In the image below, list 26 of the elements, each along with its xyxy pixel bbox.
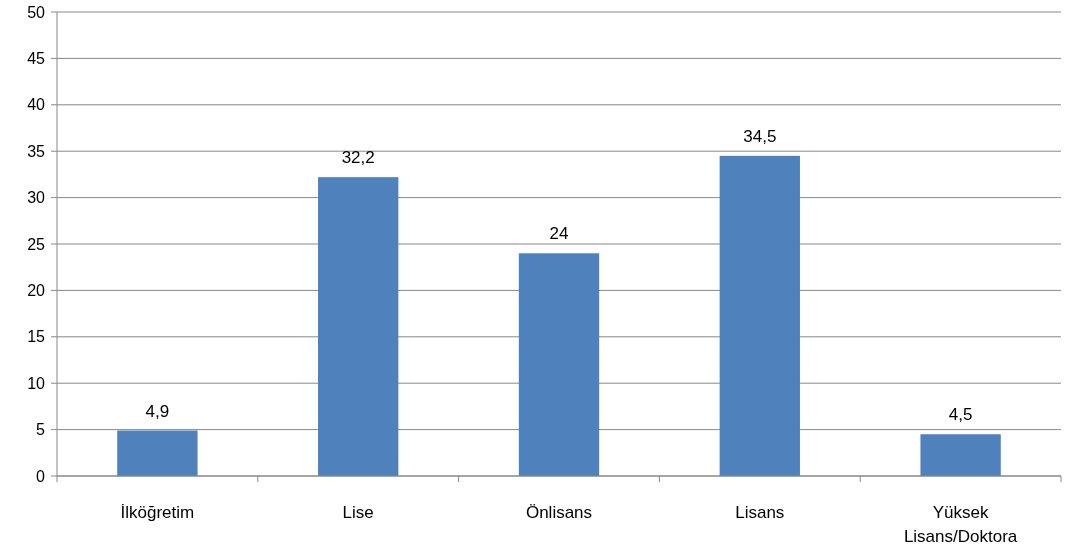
y-tick-label: 15 bbox=[27, 328, 46, 346]
y-tick-label: 40 bbox=[27, 96, 46, 114]
y-tick-label: 5 bbox=[36, 421, 46, 439]
data-label: 24 bbox=[549, 224, 569, 244]
bar bbox=[518, 253, 600, 476]
x-tick-label: İlköğretim bbox=[120, 503, 195, 522]
x-tick-label: Önlisans bbox=[525, 503, 593, 522]
y-tick-label: 50 bbox=[27, 3, 46, 21]
x-tick-label: Yüksek Lisans/Doktora bbox=[903, 503, 1018, 546]
y-tick-label: 45 bbox=[27, 50, 46, 67]
y-tick-label: 35 bbox=[27, 142, 46, 160]
data-label: 4,9 bbox=[145, 401, 170, 421]
x-tick-label: Lisans bbox=[735, 503, 785, 522]
bar bbox=[920, 434, 1001, 476]
y-tick-label: 0 bbox=[36, 467, 46, 485]
data-label: 32,2 bbox=[341, 148, 375, 168]
y-tick-label: 30 bbox=[27, 189, 46, 207]
data-label: 34,5 bbox=[743, 126, 777, 146]
y-tick-label: 25 bbox=[27, 235, 46, 253]
x-tick-label: Lise bbox=[342, 503, 374, 522]
y-tick-label: 20 bbox=[27, 282, 46, 299]
bar bbox=[719, 155, 800, 476]
data-label: 4,5 bbox=[948, 405, 973, 425]
bar bbox=[318, 177, 399, 476]
y-tick-label: 10 bbox=[27, 374, 46, 392]
bar bbox=[117, 430, 198, 476]
